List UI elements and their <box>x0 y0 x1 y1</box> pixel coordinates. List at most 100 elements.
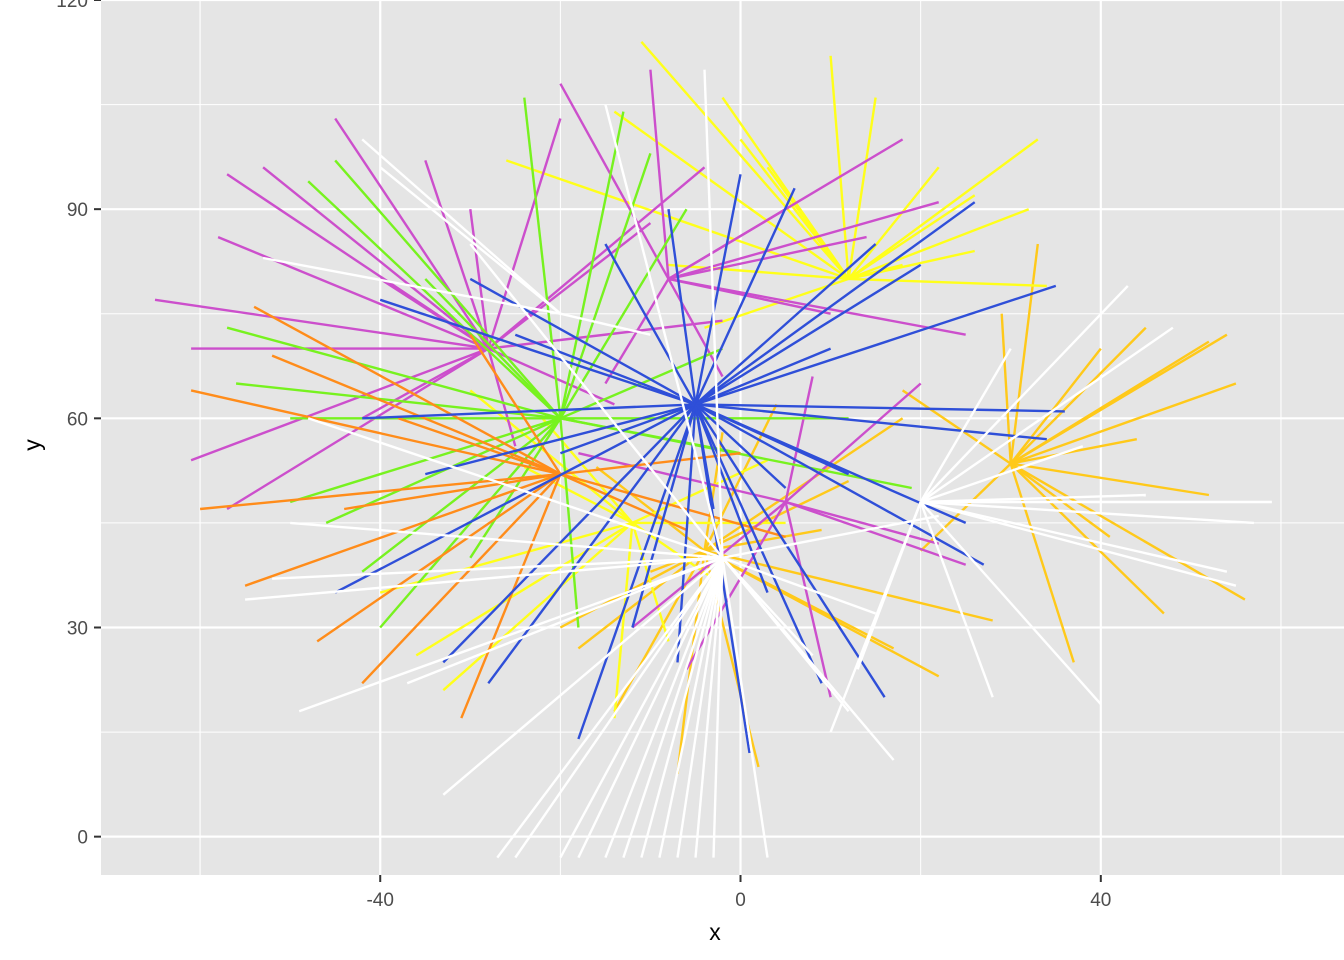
segment-5-14 <box>695 284 1057 406</box>
segment-1-6 <box>848 208 1030 281</box>
segment-2-35 <box>578 452 786 504</box>
segment-6-28 <box>920 500 1254 525</box>
segment-5-20 <box>694 403 823 684</box>
segment-1-3 <box>847 166 940 280</box>
segment-6-26 <box>722 514 939 559</box>
segment-0-10 <box>1010 438 1138 465</box>
x-tick-labels: -40 0 40 <box>366 890 1111 911</box>
segment-2-33 <box>631 501 787 629</box>
segment-4-2 <box>253 305 561 476</box>
segment-6-43 <box>560 312 651 336</box>
segment-0-22 <box>613 550 706 712</box>
y-axis-title: y <box>19 439 45 451</box>
segment-6-11 <box>721 557 769 858</box>
segment-2-14 <box>487 347 615 406</box>
segment-1-17 <box>442 522 634 692</box>
segment-5-3 <box>334 403 697 594</box>
segment-6-25 <box>722 556 877 615</box>
segment-6-8 <box>559 557 724 859</box>
segment-1-24 <box>631 459 769 524</box>
segment-1-25 <box>631 522 670 642</box>
segment-2-18 <box>559 83 670 280</box>
y-tick-label: 90 <box>67 200 88 221</box>
segment-3-0 <box>334 159 562 420</box>
segment-6-3 <box>658 557 724 858</box>
segment-6-21 <box>604 104 724 559</box>
segment-2-28 <box>785 500 967 566</box>
y-tick-label: 60 <box>67 409 88 430</box>
segment-4-5 <box>361 473 562 685</box>
segment-6-24 <box>290 521 723 559</box>
segment-1-18 <box>415 521 634 657</box>
segment-0-11 <box>1009 462 1111 538</box>
x-tick-label: 40 <box>1090 890 1111 911</box>
segment-5-13 <box>694 263 922 406</box>
segment-3-17 <box>424 278 562 420</box>
segment-5-4 <box>379 298 696 406</box>
y-tick-label: 120 <box>56 0 88 12</box>
segment-6-41 <box>262 256 561 315</box>
segment-1-11 <box>848 277 1047 288</box>
segment-6-39 <box>920 493 1146 504</box>
segment-5-26 <box>695 403 850 476</box>
x-tick-label: 0 <box>735 890 746 911</box>
segment-2-4 <box>154 298 489 350</box>
y-tick-label: 30 <box>67 618 88 639</box>
segment-6-38 <box>920 500 1237 587</box>
x-axis-title: x <box>709 919 721 945</box>
segment-1-7 <box>505 159 849 281</box>
segment-1-13 <box>613 110 850 280</box>
segment-0-0 <box>1009 347 1102 465</box>
segment-6-29 <box>920 500 1228 573</box>
segment-3-1 <box>307 180 562 420</box>
segment-5-2 <box>442 403 697 664</box>
segment-0-6 <box>1010 462 1210 497</box>
segment-6-9 <box>514 557 724 859</box>
segment-5-16 <box>695 403 1047 441</box>
segment-5-28 <box>425 403 696 476</box>
segment-5-0 <box>577 404 697 740</box>
segment-6-13 <box>406 556 723 685</box>
segment-1-10 <box>668 263 849 281</box>
segment-5-12 <box>694 201 976 406</box>
segment-6-23 <box>307 417 723 559</box>
segment-5-25 <box>694 404 715 510</box>
segment-3-3 <box>559 111 625 419</box>
segment-2-32 <box>784 501 832 698</box>
segment-6-20 <box>703 69 724 558</box>
segment-2-24 <box>667 278 724 378</box>
segment-4-6 <box>460 473 562 719</box>
y-tick-labels: 0 30 60 90 120 <box>56 0 88 849</box>
segment-6-31 <box>919 501 994 698</box>
segment-5-15 <box>695 403 1065 413</box>
segment-6-4 <box>640 557 724 858</box>
segment-4-8 <box>469 334 562 475</box>
segment-6-6 <box>604 557 724 859</box>
segment-1-21 <box>613 522 634 719</box>
segment-5-31 <box>694 403 787 489</box>
segment-6-2 <box>712 557 724 858</box>
segment-5-30 <box>695 347 832 406</box>
segment-0-27 <box>559 549 706 629</box>
segment-1-8 <box>847 97 877 280</box>
segment-2-34 <box>784 376 814 503</box>
segment-2-13 <box>487 348 517 447</box>
segment-6-18 <box>721 557 850 712</box>
segment-2-8 <box>424 160 490 349</box>
segment-6-10 <box>496 557 724 859</box>
segment-5-7 <box>514 333 696 406</box>
segment-2-3 <box>217 235 489 350</box>
segment-0-5 <box>1009 243 1039 464</box>
segment-0-8 <box>1009 462 1165 615</box>
x-tick-label: -40 <box>366 890 393 911</box>
segment-4-10 <box>560 472 786 539</box>
segment-1-12 <box>847 194 976 280</box>
segment-1-16 <box>848 263 903 281</box>
segment-0-13 <box>919 462 1012 552</box>
segment-0-3 <box>1010 333 1228 465</box>
segment-5-19 <box>694 403 886 698</box>
segment-1-14 <box>739 138 850 280</box>
segment-2-10 <box>487 166 706 350</box>
segment-6-33 <box>829 501 922 733</box>
segment-0-4 <box>1010 382 1237 465</box>
